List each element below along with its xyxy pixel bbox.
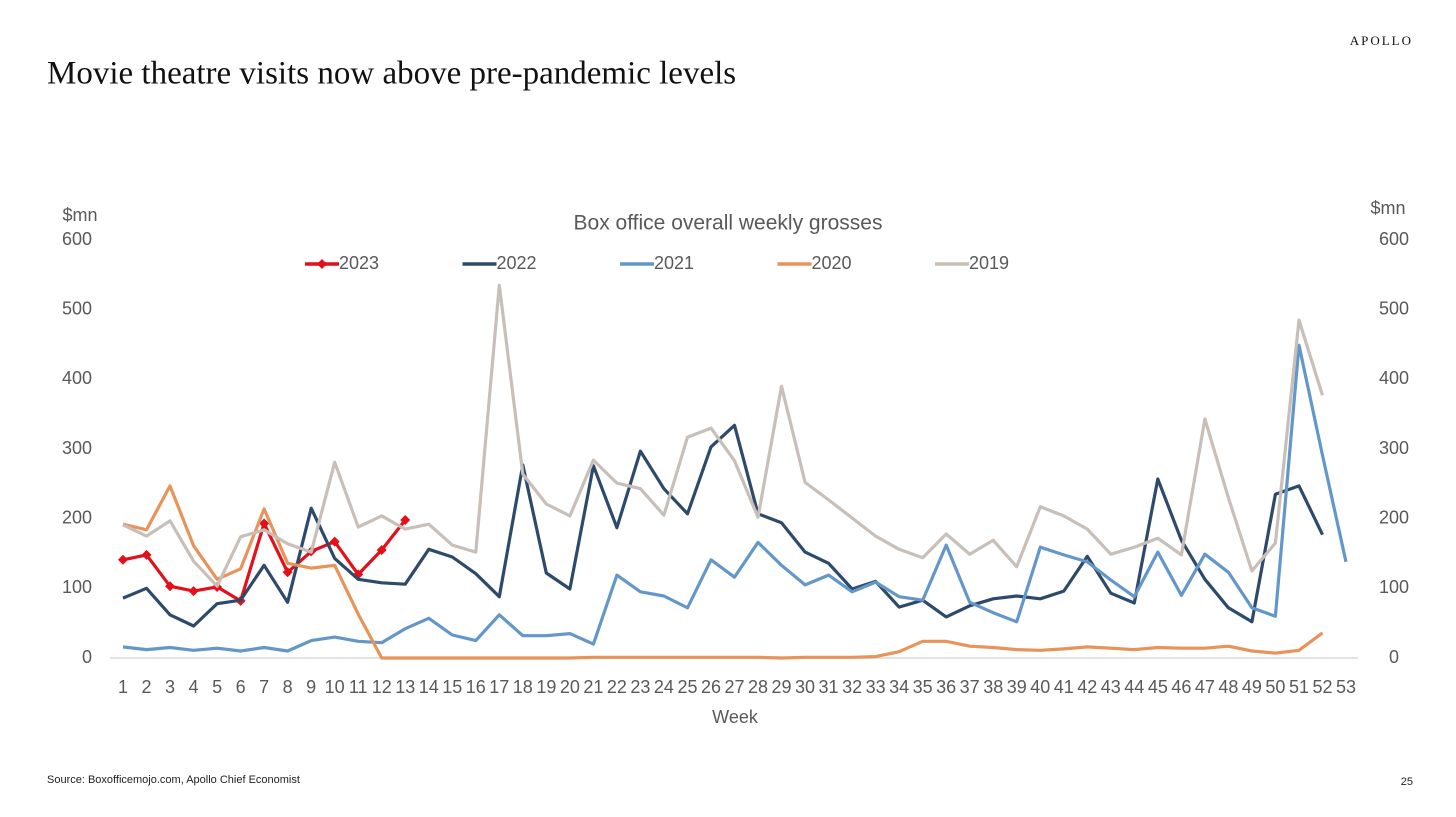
x-tick-label: 43 [1101, 677, 1121, 697]
x-tick-label: 32 [842, 677, 862, 697]
x-tick-label: 36 [936, 677, 956, 697]
x-tick-label: 22 [607, 677, 627, 697]
series-marker [259, 518, 270, 529]
x-axis-label: Week [712, 707, 759, 727]
x-tick-label: 15 [442, 677, 462, 697]
x-tick-label: 47 [1195, 677, 1215, 697]
x-tick-label: 50 [1265, 677, 1285, 697]
x-tick-label: 31 [819, 677, 839, 697]
x-tick-label: 27 [724, 677, 744, 697]
x-tick-label: 1 [118, 677, 128, 697]
series-marker [329, 536, 340, 547]
x-tick-label: 6 [236, 677, 246, 697]
x-tick-label: 5 [212, 677, 222, 697]
legend-label: 2020 [812, 253, 852, 273]
series-line [122, 484, 1324, 660]
x-tick-label: 9 [306, 677, 316, 697]
y2-tick-label: 500 [1379, 298, 1409, 318]
x-tick-label: 34 [889, 677, 909, 697]
y-tick-label: 400 [62, 368, 92, 388]
legend-label: 2021 [654, 253, 694, 273]
x-tick-label: 49 [1242, 677, 1262, 697]
x-tick-label: 17 [489, 677, 509, 697]
x-tick-label: 16 [466, 677, 486, 697]
x-tick-label: 40 [1030, 677, 1050, 697]
x-tick-label: 26 [701, 677, 721, 697]
x-tick-label: 12 [372, 677, 392, 697]
series-line [122, 519, 407, 603]
x-tick-label: 13 [395, 677, 415, 697]
x-tick-label: 23 [630, 677, 650, 697]
x-tick-label: 38 [983, 677, 1003, 697]
x-tick-label: 28 [748, 677, 768, 697]
x-tick-label: 11 [349, 677, 368, 697]
legend-label: 2019 [969, 253, 1009, 273]
series-marker [118, 554, 128, 565]
legend-marker [317, 259, 327, 269]
x-tick-label: 39 [1007, 677, 1027, 697]
x-tick-label: 7 [259, 677, 269, 697]
y2-tick-label: 300 [1379, 438, 1409, 458]
x-tick-label: 25 [677, 677, 697, 697]
y-tick-label: 500 [62, 298, 92, 318]
y2-tick-label: 400 [1379, 368, 1409, 388]
series-marker [400, 515, 411, 526]
series-line [122, 343, 1348, 653]
x-tick-label: 19 [536, 677, 556, 697]
y-tick-label: 100 [62, 577, 92, 597]
y2-tick-label: 100 [1379, 577, 1409, 597]
x-tick-label: 18 [513, 677, 533, 697]
x-tick-label: 21 [583, 677, 603, 697]
slide-title: Movie theatre visits now above pre-pande… [47, 56, 736, 92]
x-tick-label: 48 [1218, 677, 1238, 697]
brand: APOLLO [1350, 33, 1413, 48]
x-tick-label: 33 [866, 677, 886, 697]
x-tick-label: 10 [325, 677, 345, 697]
legend-label: 2022 [497, 253, 537, 273]
x-tick-label: 42 [1077, 677, 1097, 697]
x-tick-label: 44 [1124, 677, 1144, 697]
x-tick-label: 3 [165, 677, 175, 697]
y-tick-label: 200 [62, 507, 92, 527]
series-marker [282, 567, 293, 578]
x-tick-label: 45 [1148, 677, 1168, 697]
x-tick-label: 2 [142, 677, 152, 697]
x-tick-label: 24 [654, 677, 674, 697]
y2-axis-label: $mn [1370, 198, 1405, 218]
x-tick-label: 8 [283, 677, 293, 697]
chart-title: Box office overall weekly grosses [574, 212, 883, 235]
y2-tick-label: 0 [1389, 647, 1399, 667]
series-marker [376, 545, 387, 556]
y2-tick-label: 200 [1379, 507, 1409, 527]
x-tick-label: 52 [1312, 677, 1332, 697]
y-tick-label: 300 [62, 438, 92, 458]
y-axis-label: $mn [62, 205, 97, 225]
series-marker [188, 586, 199, 597]
x-tick-label: 46 [1171, 677, 1191, 697]
y-tick-label: 0 [82, 647, 92, 667]
x-tick-label: 35 [913, 677, 933, 697]
x-tick-label: 4 [189, 677, 199, 697]
source: Source: Boxofficemojo.com, Apollo Chief … [47, 774, 300, 786]
series-marker [141, 549, 152, 560]
x-tick-label: 14 [419, 677, 439, 697]
x-tick-label: 20 [560, 677, 580, 697]
x-tick-label: 41 [1054, 677, 1074, 697]
series-marker [165, 581, 176, 592]
x-tick-label: 30 [795, 677, 815, 697]
x-tick-label: 37 [960, 677, 980, 697]
y2-tick-label: 600 [1379, 229, 1409, 249]
y-tick-label: 600 [62, 229, 92, 249]
series-line [122, 423, 1324, 628]
series-line [122, 283, 1325, 588]
legend-label: 2023 [339, 253, 379, 273]
x-tick-label: 51 [1289, 677, 1309, 697]
page-number: 25 [1401, 776, 1413, 788]
x-tick-label: 29 [772, 677, 792, 697]
x-tick-label: 53 [1336, 677, 1356, 697]
